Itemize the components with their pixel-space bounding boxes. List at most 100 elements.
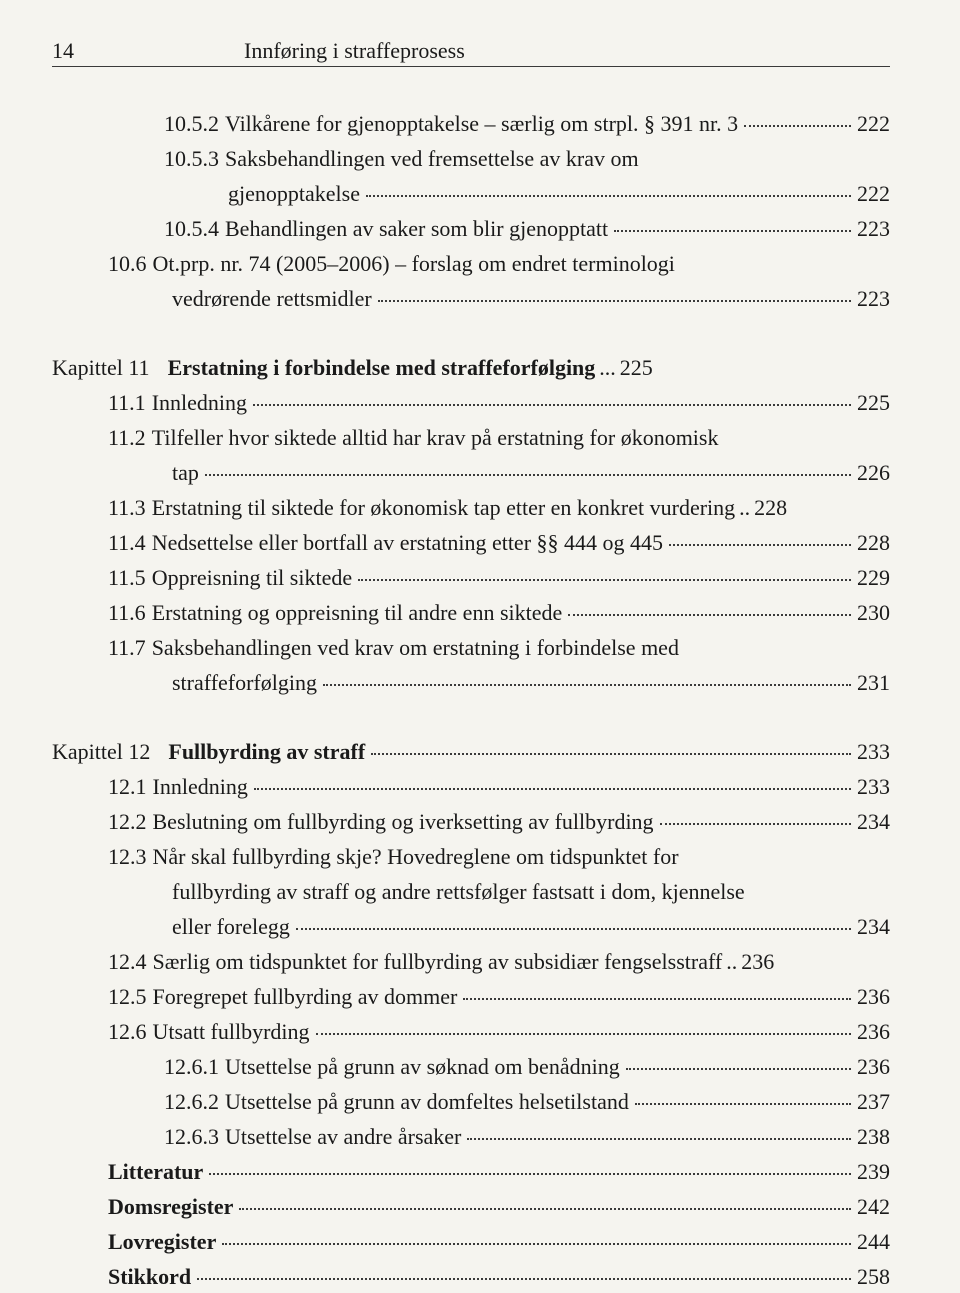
leader-dots bbox=[316, 1033, 851, 1035]
toc-block-a: 10.5.2Vilkårene for gjenopptakelse – sær… bbox=[52, 107, 890, 315]
entry-page: 226 bbox=[857, 456, 890, 489]
entry-text: Utsettelse av andre årsaker bbox=[225, 1120, 461, 1153]
entry-page: 233 bbox=[857, 735, 890, 768]
entry-number: 11.7 bbox=[108, 631, 146, 664]
entry-page: 225 bbox=[620, 351, 653, 384]
entry-number: 12.6.2 bbox=[164, 1085, 219, 1118]
entry-page: 229 bbox=[857, 561, 890, 594]
chapter-title: Fullbyrding av straff bbox=[168, 735, 365, 768]
toc-entry: 11.2Tilfeller hvor siktede alltid har kr… bbox=[108, 421, 890, 454]
entry-text: Når skal fullbyrding skje? Hovedreglene … bbox=[153, 840, 679, 873]
entry-text: Beslutning om fullbyrding og iverksettin… bbox=[153, 805, 654, 838]
chapter-11-row: Kapittel 11Erstatning i forbindelse med … bbox=[52, 351, 890, 384]
leader-dots bbox=[669, 544, 851, 546]
back-matter-title: Domsregister bbox=[108, 1190, 233, 1223]
entry-page: 236 bbox=[857, 980, 890, 1013]
toc-entry: 10.5.2Vilkårene for gjenopptakelse – sær… bbox=[164, 107, 890, 140]
leader-dots: .. bbox=[726, 945, 737, 978]
back-matter-entry: Litteratur239 bbox=[108, 1155, 890, 1188]
entry-number: 12.6.1 bbox=[164, 1050, 219, 1083]
entry-number: 12.3 bbox=[108, 840, 147, 873]
entry-page: 234 bbox=[857, 805, 890, 838]
entry-page: 231 bbox=[857, 666, 890, 699]
back-matter-title: Lovregister bbox=[108, 1225, 216, 1258]
entry-page: 236 bbox=[741, 945, 774, 978]
leader-dots bbox=[635, 1103, 851, 1105]
entry-number: 10.5.3 bbox=[164, 142, 219, 175]
entry-page: 222 bbox=[857, 177, 890, 210]
toc-entry-continuation: fullbyrding av straff og andre rettsfølg… bbox=[108, 875, 890, 908]
leader-dots bbox=[358, 579, 851, 581]
entry-text: Innledning bbox=[153, 770, 248, 803]
back-matter-block: Litteratur239Domsregister242Lovregister2… bbox=[52, 1155, 890, 1293]
toc-entry: 12.6Utsatt fullbyrding236 bbox=[108, 1015, 890, 1048]
entry-number: 11.1 bbox=[108, 386, 146, 419]
toc-entry-continuation: eller forelegg234 bbox=[108, 910, 890, 943]
entry-number: 10.5.4 bbox=[164, 212, 219, 245]
entry-page: 237 bbox=[857, 1085, 890, 1118]
leader-dots: ... bbox=[599, 351, 616, 384]
entry-number: 11.3 bbox=[108, 491, 146, 524]
entry-number: 12.2 bbox=[108, 805, 147, 838]
toc-block-d: 12.6.1Utsettelse på grunn av søknad om b… bbox=[52, 1050, 890, 1153]
leader-dots bbox=[467, 1138, 851, 1140]
chapter-12-row: Kapittel 12 Fullbyrding av straff 233 bbox=[52, 735, 890, 768]
leader-dots bbox=[568, 614, 851, 616]
entry-page: 236 bbox=[857, 1015, 890, 1048]
entry-text: Nedsettelse eller bortfall av erstatning… bbox=[152, 526, 663, 559]
leader-dots bbox=[660, 823, 851, 825]
toc-entry: 11.6Erstatning og oppreisning til andre … bbox=[108, 596, 890, 629]
toc-entry: 12.6.2Utsettelse på grunn av domfeltes h… bbox=[164, 1085, 890, 1118]
entry-number: 12.5 bbox=[108, 980, 147, 1013]
toc-entry: 11.4Nedsettelse eller bortfall av erstat… bbox=[108, 526, 890, 559]
entry-page: 223 bbox=[857, 282, 890, 315]
toc-entry: 12.6.1Utsettelse på grunn av søknad om b… bbox=[164, 1050, 890, 1083]
entry-page: 222 bbox=[857, 107, 890, 140]
toc-entry: 11.1Innledning225 bbox=[108, 386, 890, 419]
toc-entry: 11.5Oppreisning til siktede229 bbox=[108, 561, 890, 594]
back-matter-title: Stikkord bbox=[108, 1260, 191, 1293]
entry-text: Foregrepet fullbyrding av dommer bbox=[153, 980, 458, 1013]
leader-dots bbox=[366, 195, 851, 197]
leader-dots bbox=[253, 404, 851, 406]
leader-dots bbox=[197, 1278, 851, 1280]
toc-entry-continuation: gjenopptakelse222 bbox=[164, 177, 890, 210]
running-header: 14 Innføring i straffeprosess bbox=[52, 38, 890, 67]
entry-number: 10.6 bbox=[108, 247, 147, 280]
back-matter-entry: Stikkord258 bbox=[108, 1260, 890, 1293]
toc-entry-continuation: vedrørende rettsmidler223 bbox=[108, 282, 890, 315]
entry-text: Utsettelse på grunn av domfeltes helseti… bbox=[225, 1085, 629, 1118]
entry-text: Erstatning og oppreisning til andre enn … bbox=[152, 596, 563, 629]
entry-text: Utsettelse på grunn av søknad om benådni… bbox=[225, 1050, 620, 1083]
leader-dots bbox=[209, 1173, 851, 1175]
toc-entry: 11.7Saksbehandlingen ved krav om erstatn… bbox=[108, 631, 890, 664]
page-number: 14 bbox=[52, 38, 74, 64]
leader-dots bbox=[744, 125, 851, 127]
entry-text: Innledning bbox=[152, 386, 247, 419]
entry-continuation-text: straffeforfølging bbox=[172, 666, 317, 699]
toc-entry: 12.3Når skal fullbyrding skje? Hovedregl… bbox=[108, 840, 890, 873]
entry-text: Ot.prp. nr. 74 (2005–2006) – forslag om … bbox=[153, 247, 675, 280]
entry-text: Erstatning til siktede for økonomisk tap… bbox=[152, 491, 735, 524]
leader-dots bbox=[378, 300, 851, 302]
toc-block-b: 11.1Innledning22511.2Tilfeller hvor sikt… bbox=[52, 386, 890, 699]
chapter-prefix: Kapittel 12 bbox=[52, 735, 150, 768]
entry-page: 239 bbox=[857, 1155, 890, 1188]
entry-number: 11.6 bbox=[108, 596, 146, 629]
entry-text: Utsatt fullbyrding bbox=[153, 1015, 310, 1048]
entry-page: 230 bbox=[857, 596, 890, 629]
leader-dots bbox=[323, 684, 851, 686]
toc-entry: 10.5.4Behandlingen av saker som blir gje… bbox=[164, 212, 890, 245]
toc-entry-continuation: straffeforfølging 231 bbox=[108, 666, 890, 699]
leader-dots bbox=[463, 998, 851, 1000]
toc-block-c: 12.1Innledning23312.2Beslutning om fullb… bbox=[52, 770, 890, 1048]
toc-entry: 12.4Særlig om tidspunktet for fullbyrdin… bbox=[108, 945, 890, 978]
entry-number: 12.4 bbox=[108, 945, 147, 978]
toc-entry: 11.3Erstatning til siktede for økonomisk… bbox=[108, 491, 890, 524]
leader-dots bbox=[239, 1208, 851, 1210]
leader-dots bbox=[614, 230, 851, 232]
entry-text: Vilkårene for gjenopptakelse – særlig om… bbox=[225, 107, 738, 140]
back-matter-entry: Domsregister242 bbox=[108, 1190, 890, 1223]
back-matter-entry: Lovregister244 bbox=[108, 1225, 890, 1258]
leader-dots bbox=[254, 788, 851, 790]
